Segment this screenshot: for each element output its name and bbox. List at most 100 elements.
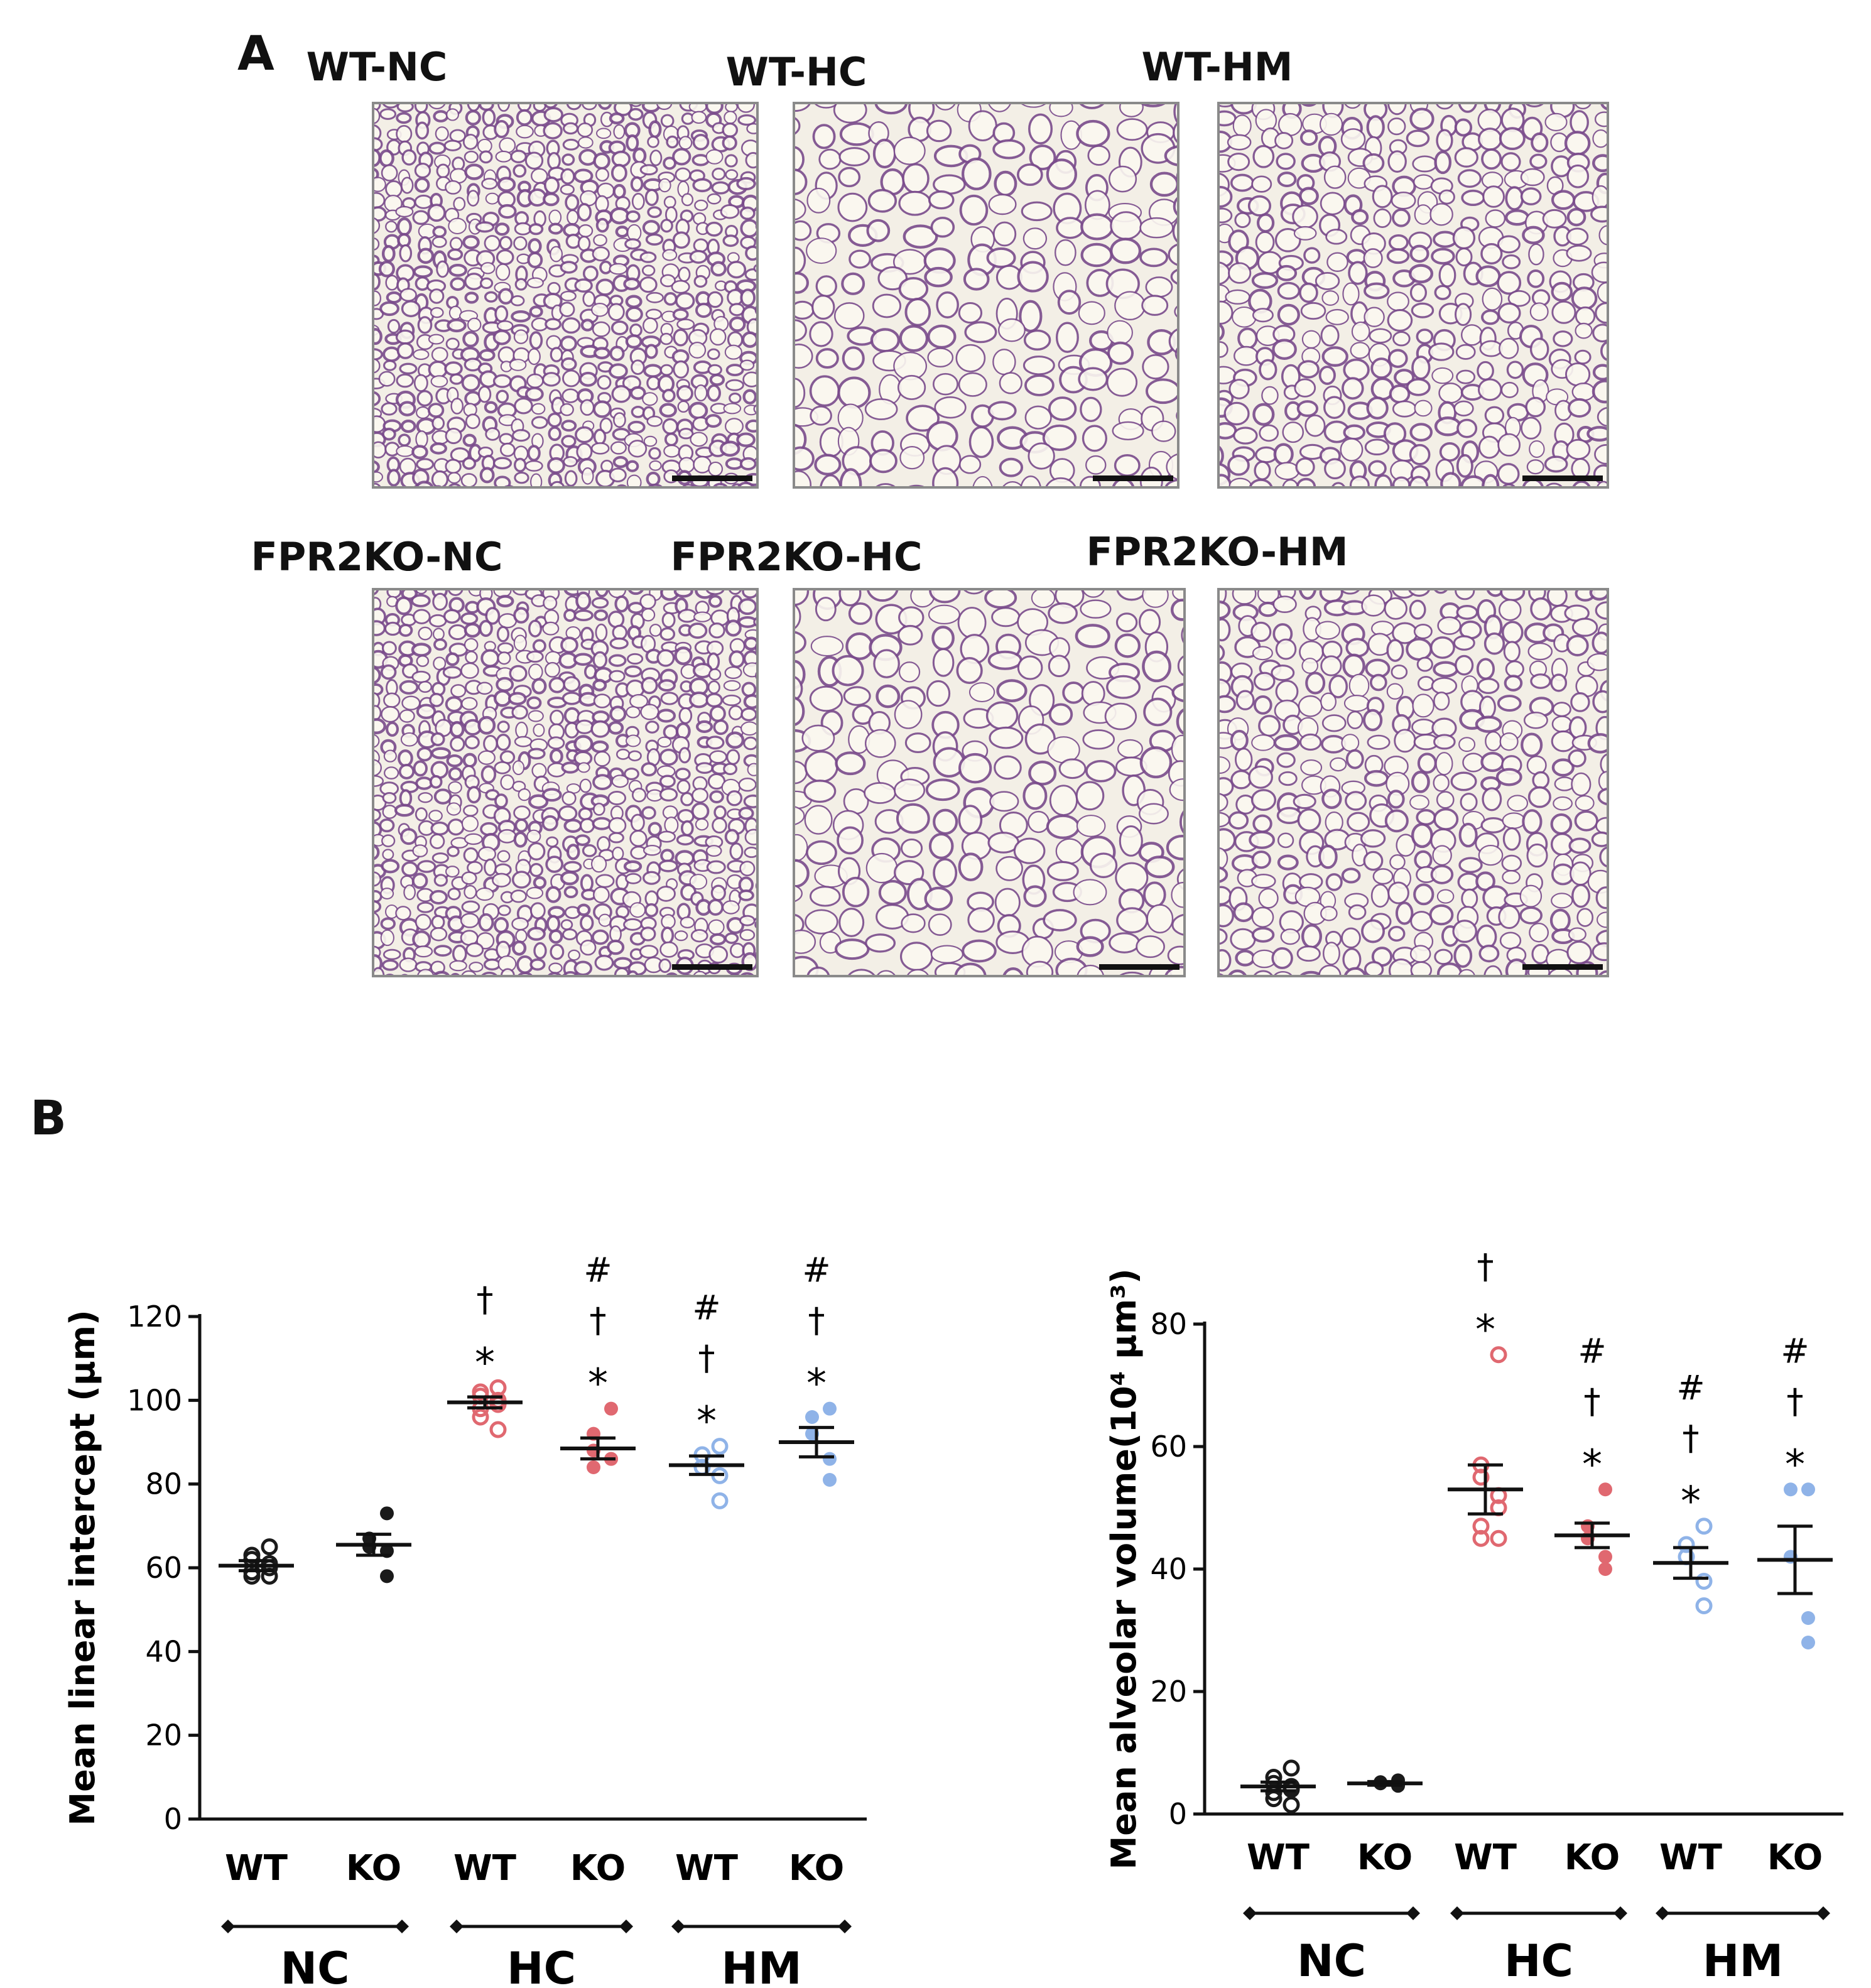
bracket-end [671,1920,685,1933]
data-point [1472,1529,1490,1547]
y-tick-label: 80 [1150,1307,1187,1341]
significance-mark: * [806,1361,827,1408]
significance-mark: * [475,1340,495,1386]
scale-bar [1522,475,1603,481]
x-tick-label: WT [225,1848,288,1889]
significance-mark: † [1477,1247,1494,1286]
x-tick-label: KO [346,1848,401,1889]
data-point [1678,1548,1695,1565]
data-point [380,1569,394,1583]
data-point [1784,1482,1798,1497]
data-point [1695,1573,1713,1590]
data-point [1391,1779,1405,1793]
micrograph-title: WT-NC [306,44,448,90]
lung-micrograph [372,102,759,489]
y-tick-label: 60 [145,1551,182,1585]
scale-bar [1093,475,1173,481]
bracket-end [1243,1906,1257,1920]
data-point [380,1506,394,1521]
data-point [1598,1562,1612,1576]
bracket-end [1406,1906,1420,1920]
significance-mark: * [1785,1442,1805,1488]
x-tick-label: KO [1565,1837,1620,1878]
significance-mark: † [1787,1381,1804,1421]
data-point [1598,1550,1612,1564]
significance-mark: † [808,1301,825,1340]
data-point [823,1452,837,1466]
bracket-end [1816,1906,1830,1920]
x-tick-label: KO [1357,1837,1413,1878]
significance-mark: * [588,1361,608,1408]
x-tick-label: KO [570,1848,626,1889]
data-point [1283,1759,1300,1777]
significance-mark: * [1475,1307,1495,1354]
group-label: HM [721,1943,801,1988]
significance-mark: # [1781,1331,1809,1371]
micrograph-title: FPR2KO-HM [1086,529,1348,575]
bracket-end [1450,1906,1464,1920]
significance-mark: # [583,1251,612,1290]
y-tick-label: 60 [1150,1430,1187,1464]
bracket-end [1656,1906,1669,1920]
x-tick-label: WT [1659,1837,1722,1878]
group-label: NC [281,1943,350,1988]
lung-micrograph [1217,588,1609,977]
data-point [604,1401,618,1416]
data-point [1374,1776,1387,1791]
y-tick-label: 40 [145,1634,182,1668]
data-point [1678,1536,1695,1553]
scale-bar [672,475,752,481]
data-point [1581,1531,1595,1546]
group-label: HC [507,1943,576,1988]
data-point [1265,1769,1283,1786]
micrograph-title: FPR2KO-NC [251,534,503,580]
significance-mark: * [1681,1479,1701,1525]
lung-micrograph [793,588,1186,977]
y-axis-label: Mean linear intercept (μm) [63,1310,102,1825]
bracket-end [1613,1906,1627,1920]
data-point [1490,1346,1507,1364]
data-point [823,1401,837,1416]
y-tick-label: 20 [1150,1675,1187,1708]
significance-mark: † [698,1339,715,1378]
tissue-texture [1220,104,1607,486]
data-point [1598,1482,1612,1497]
data-point [823,1473,837,1487]
bracket-end [619,1920,633,1933]
data-point [1283,1781,1300,1798]
bracket-end [221,1920,235,1933]
mean-linear-intercept-chart: 0 20 40 60 80 100 120 Mean linear intercept (μm… [63,1251,867,1988]
group-label: HM [1703,1935,1783,1987]
data-point [1472,1456,1490,1474]
data-point [1695,1518,1713,1535]
y-tick-label: 120 [127,1300,182,1333]
y-axis-label: Mean alveolar volume(10⁴ μm³) [1104,1268,1144,1869]
y-tick-label: 0 [164,1802,182,1836]
x-tick-label: WT [675,1848,738,1889]
tissue-texture [1220,590,1607,975]
panel-a-letter: A [237,25,274,81]
significance-mark: † [590,1301,607,1340]
significance-mark: † [1584,1381,1601,1421]
data-point [711,1438,729,1455]
tissue-texture [795,590,1183,975]
significance-mark: # [1676,1368,1705,1408]
bracket-end [395,1920,409,1933]
group-label: HC [1504,1935,1573,1987]
data-point [1784,1550,1798,1564]
significance-mark: # [802,1251,830,1290]
data-point [1801,1482,1815,1497]
lung-micrograph [793,102,1180,489]
data-point [1472,1469,1490,1486]
tissue-texture [374,104,756,486]
x-tick-label: KO [1767,1837,1823,1878]
y-tick-label: 100 [127,1383,182,1417]
significance-mark: * [1582,1442,1602,1488]
data-point [1695,1597,1713,1614]
data-point [587,1460,600,1474]
scale-bar [672,964,752,970]
lung-micrograph [372,588,759,977]
data-point [711,1492,729,1509]
data-point [1265,1790,1283,1808]
micrograph-title: WT-HM [1141,44,1293,90]
